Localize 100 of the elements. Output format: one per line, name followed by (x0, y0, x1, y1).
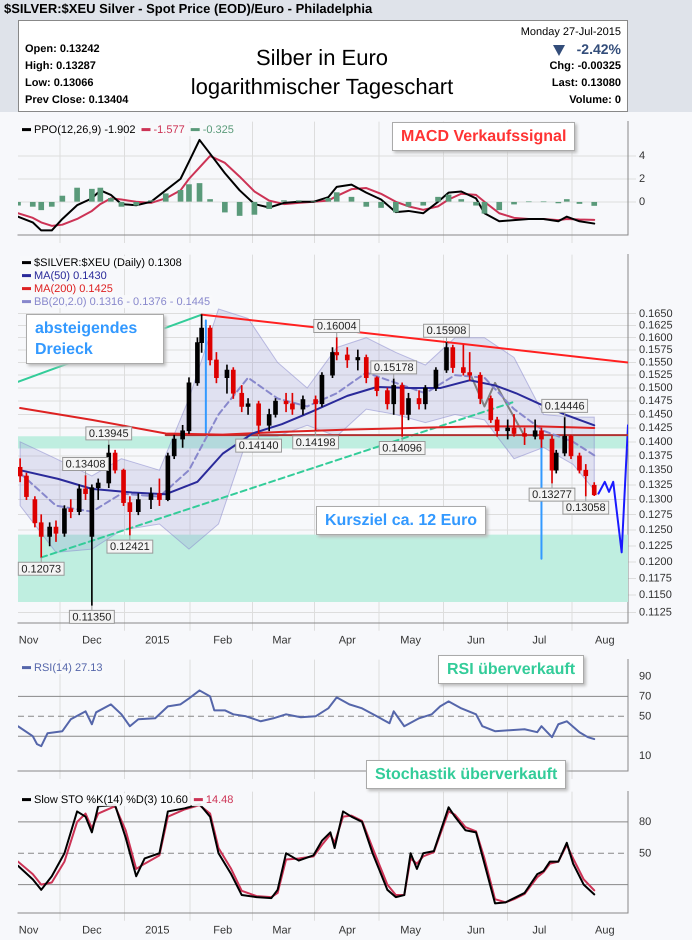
y-tick-label: 0.1200 (639, 556, 673, 568)
legend-label: MA(200) 0.1425 (34, 283, 113, 296)
y-tick-label: 0.1150 (639, 589, 672, 602)
y-tick-label: 0.1125 (639, 606, 672, 618)
y-tick-label: 0.1300 (639, 494, 673, 506)
x-tick-label: Jun (467, 924, 485, 936)
bar (435, 196, 441, 202)
legend-label: -1.577 (154, 124, 185, 136)
text: Volume: 0 (568, 93, 621, 108)
annotation: 0.16004 (316, 320, 357, 333)
text: -2.42% (576, 41, 621, 57)
annotation: 0.15908 (426, 325, 466, 338)
bar (162, 193, 169, 202)
x-tick-label: Apr (338, 634, 356, 646)
bar (236, 202, 242, 216)
annotation: 0.12421 (110, 541, 150, 554)
legend-label: Slow STO %K(14) %D(3) 10.60 (34, 794, 188, 806)
y-tick-label: 0.1425 (639, 422, 673, 434)
bar (458, 199, 464, 202)
bar (38, 202, 44, 210)
bar (325, 198, 332, 202)
annotation: 0.14140 (238, 440, 279, 452)
bar (74, 188, 80, 202)
annotation: RSI überverkauft (438, 655, 584, 684)
bar (252, 202, 258, 215)
y-tick-label: 0.1400 (639, 436, 673, 448)
y-tick-label: 50 (639, 847, 652, 860)
annotation: 0.14096 (382, 442, 422, 455)
x-tick-label: Feb (213, 634, 232, 646)
bar (196, 183, 202, 202)
bar (482, 202, 488, 214)
annotation: 0.14198 (296, 436, 336, 449)
chart-title: Silber in Euro logarithmischer Tageschart (190, 44, 454, 101)
x-tick-label: Dec (82, 634, 102, 646)
bar (89, 188, 95, 202)
text: Chg: -0.00325 (548, 59, 621, 74)
y-tick-label: 0.1375 (639, 450, 673, 462)
x-tick-label: Apr (338, 924, 356, 936)
y-tick-label: 0.1525 (639, 369, 673, 382)
bar (591, 202, 598, 206)
bar (222, 202, 228, 212)
x-tick-label: Nov (18, 924, 39, 936)
annotation: MACD Verkaufssignal (392, 122, 576, 151)
bar (186, 184, 192, 202)
y-tick-label: 90 (639, 670, 652, 683)
y-tick-label: 70 (639, 690, 652, 702)
bar (378, 202, 384, 208)
x-tick-label: Mar (272, 634, 292, 646)
y-tick-label: 0.1275 (639, 508, 673, 521)
x-tick-label: Mar (272, 924, 292, 936)
bar (348, 196, 354, 202)
text: Last: 0.13080 (550, 76, 621, 91)
y-tick-label: 0.1550 (639, 356, 673, 369)
text: High: 0.13287 (25, 59, 97, 74)
annotation: absteigendes Dreieck (26, 314, 164, 364)
bar (133, 202, 140, 206)
bar (30, 202, 36, 207)
bar (97, 188, 104, 202)
y-tick-label: 0.1450 (639, 408, 673, 420)
y-tick-label: 0.1475 (639, 395, 673, 408)
y-tick-label: 10 (639, 750, 652, 762)
x-tick-label: May (400, 634, 422, 646)
y-tick-label: 0.1575 (639, 344, 673, 356)
y-tick-label: 0.1325 (639, 478, 673, 491)
y-tick-label: 80 (639, 816, 652, 828)
x-tick-label: 2015 (145, 634, 170, 646)
x-tick-label: Aug (594, 634, 615, 646)
x-tick-label: May (400, 924, 422, 936)
x-tick-label: Jun (467, 634, 485, 646)
chart-subtitle: $SILVER:$XEU Silver - Spot Price (EOD)/Euro - Philadelphia (4, 1, 372, 16)
bar (207, 199, 213, 202)
y-tick-label: 0.1650 (639, 308, 673, 320)
bar (48, 202, 55, 207)
text: Open: 0.13242 (25, 42, 101, 57)
bar (420, 202, 426, 206)
annotation: 0.13277 (532, 489, 572, 502)
y-tick-label: 0.1250 (639, 524, 673, 536)
bar (446, 194, 452, 202)
x-tick-label: 2015 (145, 924, 170, 936)
bar (406, 202, 412, 207)
bar (363, 202, 370, 207)
legend-label: BB(20,2.0) 0.1316 - 0.1376 - 0.1445 (34, 296, 210, 308)
x-tick-label: Feb (213, 924, 232, 936)
annotation: Stochastik überverkauft (366, 760, 566, 789)
bar (473, 202, 479, 206)
bar (496, 202, 502, 210)
y-tick-label: 4 (639, 150, 646, 162)
y-tick-label: 0.1225 (639, 540, 673, 552)
y-tick-label: 0.1500 (639, 382, 673, 394)
legend-label: RSI(14) 27.13 (34, 662, 102, 674)
x-tick-label: Aug (594, 924, 615, 936)
legend-label: -0.325 (202, 124, 234, 136)
text: Low: 0.13066 (25, 76, 94, 91)
bar (266, 202, 272, 209)
text: Monday 27-Jul-2015 (520, 25, 621, 40)
bar (108, 198, 114, 202)
x-tick-label: Nov (18, 634, 39, 646)
y-tick-label: 0.1625 (639, 320, 673, 332)
annotation: Kursziel ca. 12 Euro (316, 506, 486, 535)
x-tick-label: Jul (532, 924, 546, 936)
